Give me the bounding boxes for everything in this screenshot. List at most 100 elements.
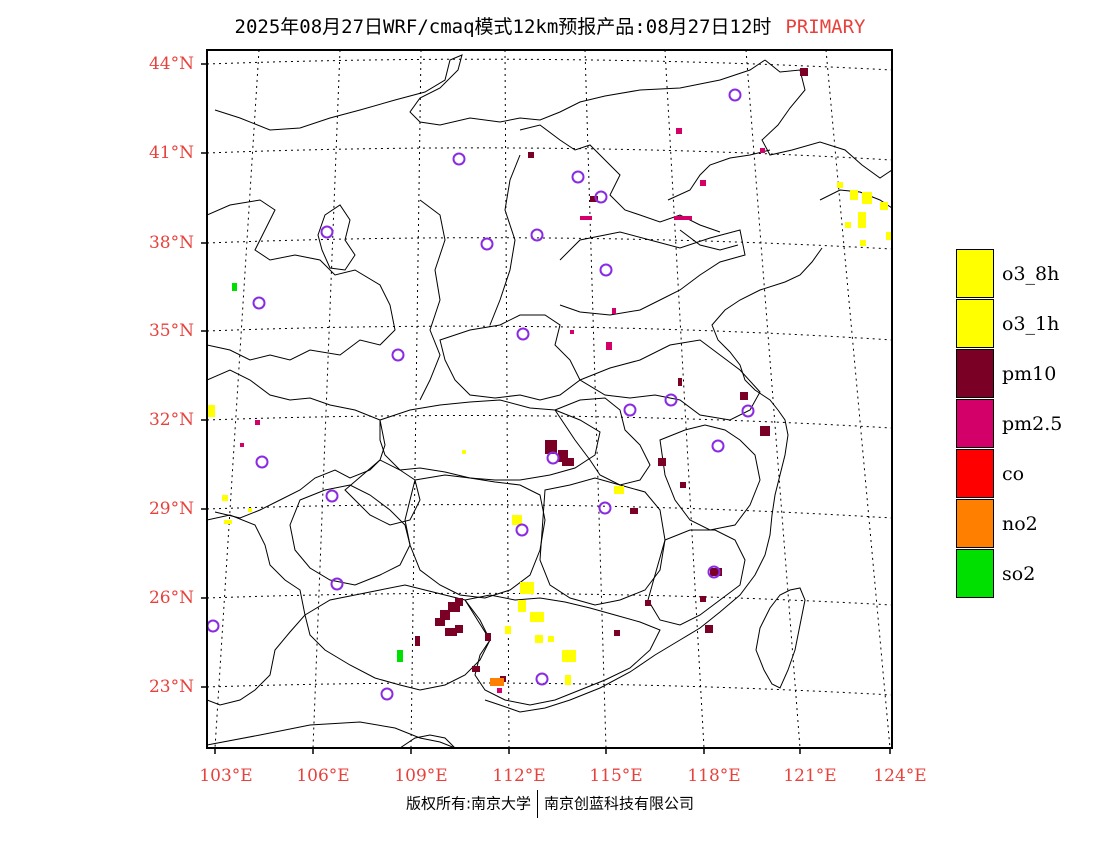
legend-item-pm25: pm2.5	[956, 399, 1096, 449]
pm10-cell	[545, 440, 557, 454]
pm10-cell	[705, 625, 713, 633]
legend-item-so2: so2	[956, 549, 1096, 599]
station-marker	[711, 439, 725, 453]
latitude-gridlines	[207, 58, 892, 696]
station-marker	[515, 523, 529, 537]
lon-label-103: 103°E	[199, 766, 253, 786]
map-frame	[206, 49, 893, 749]
guangxi-border	[304, 584, 491, 691]
company-name: 南京创蓝科技有限公司	[544, 794, 695, 813]
o3_8h-cell	[520, 582, 534, 594]
station-marker	[325, 489, 339, 503]
pm10-cell	[562, 458, 574, 466]
gridline-lat-29	[207, 504, 892, 519]
station-marker	[599, 263, 613, 277]
gridline-lat-35	[207, 325, 892, 341]
pm10-cell	[558, 450, 568, 462]
gridline-lat-44	[207, 58, 892, 71]
lat-label-41: 41°N	[148, 143, 194, 163]
pm10-cell	[485, 633, 491, 641]
boundaries	[207, 54, 892, 748]
legend-swatch	[956, 549, 994, 598]
o3_8h-cell	[518, 600, 526, 612]
yunnan-border	[207, 514, 306, 706]
jiangsu-border	[578, 339, 761, 421]
station-marker	[728, 88, 742, 102]
o3_8h-cell	[860, 240, 866, 246]
legend-swatch	[956, 449, 994, 498]
henan-border	[439, 314, 581, 401]
station-marker	[391, 348, 405, 362]
o3_8h-cell	[535, 635, 543, 643]
o3_8h-cell	[548, 636, 554, 642]
lat-label-23: 23°N	[148, 677, 194, 697]
pm10-cell	[740, 392, 748, 400]
shanxi-border	[489, 154, 521, 326]
station-marker	[480, 237, 494, 251]
pm10-cell	[455, 625, 463, 633]
gridline-lon-121	[745, 50, 801, 748]
gridline-lat-38	[207, 237, 892, 250]
legend-item-pm10: pm10	[956, 349, 1096, 399]
lon-label-118: 118°E	[687, 766, 741, 786]
station-marker	[664, 393, 678, 407]
copyright-text: 版权所有:南京大学	[405, 794, 532, 813]
o3_8h-cell	[224, 520, 232, 524]
east-coastline	[711, 247, 823, 411]
o3_8h-cell	[512, 515, 522, 525]
gridline-lat-26	[207, 592, 892, 606]
northeast-border	[761, 59, 892, 179]
station-marker	[571, 170, 585, 184]
station-marker	[330, 577, 344, 591]
lon-label-112: 112°E	[492, 766, 546, 786]
pollutant-cells	[207, 68, 892, 693]
pm10-cell	[415, 636, 420, 646]
pm10-cell	[614, 630, 620, 636]
axis-ticks	[201, 63, 891, 754]
o3_8h-cell	[562, 650, 576, 662]
so2-cell	[397, 650, 403, 662]
lon-label-121: 121°E	[783, 766, 837, 786]
station-marker	[452, 152, 466, 166]
legend-swatch	[956, 399, 994, 448]
map-title: 2025年08月27日WRF/cmaq模式12km预报产品:08月27日12时 P…	[0, 12, 1100, 39]
footer-separator	[537, 790, 539, 818]
legend-label: pm10	[1002, 363, 1057, 385]
pm10-cell	[680, 482, 686, 488]
pm25-cell	[674, 216, 692, 220]
o3_8h-cell	[837, 182, 843, 188]
pm10-cell	[645, 600, 651, 606]
shandong-border	[559, 229, 746, 316]
pm10-cell	[710, 568, 722, 576]
gansu-border	[207, 199, 396, 361]
lon-label-109: 109°E	[394, 766, 448, 786]
jiangxi-border	[539, 477, 666, 606]
bohai-coast	[667, 149, 771, 251]
legend-label: co	[1002, 463, 1025, 485]
anhui-border	[554, 397, 651, 486]
station-marker	[594, 190, 608, 204]
gridline-lon-106	[312, 50, 341, 748]
guangdong-border	[464, 594, 661, 706]
station-marker	[707, 565, 721, 579]
lat-label-32: 32°N	[148, 410, 194, 430]
station-marker	[623, 403, 637, 417]
legend-swatch	[956, 499, 994, 548]
pm10-cell	[630, 508, 638, 514]
gridline-lon-109	[410, 50, 422, 748]
hunan-border	[404, 474, 546, 599]
pm10-cell	[800, 68, 808, 76]
guizhou-border	[289, 484, 411, 586]
legend-label: pm2.5	[1002, 413, 1063, 435]
pm25-cell	[700, 180, 706, 186]
gridline-lon-103	[214, 50, 260, 748]
o3_8h-cell	[207, 405, 215, 417]
pm10-cell	[448, 602, 460, 612]
pm10-cell	[760, 426, 770, 436]
o3_8h-cell	[222, 495, 228, 501]
gridline-lon-112	[504, 50, 510, 748]
hubei-border	[379, 399, 601, 481]
pm25-cell	[497, 688, 502, 693]
legend-label: o3_1h	[1002, 313, 1060, 335]
copyright-footer: 版权所有:南京大学 南京创蓝科技有限公司	[0, 790, 1100, 818]
